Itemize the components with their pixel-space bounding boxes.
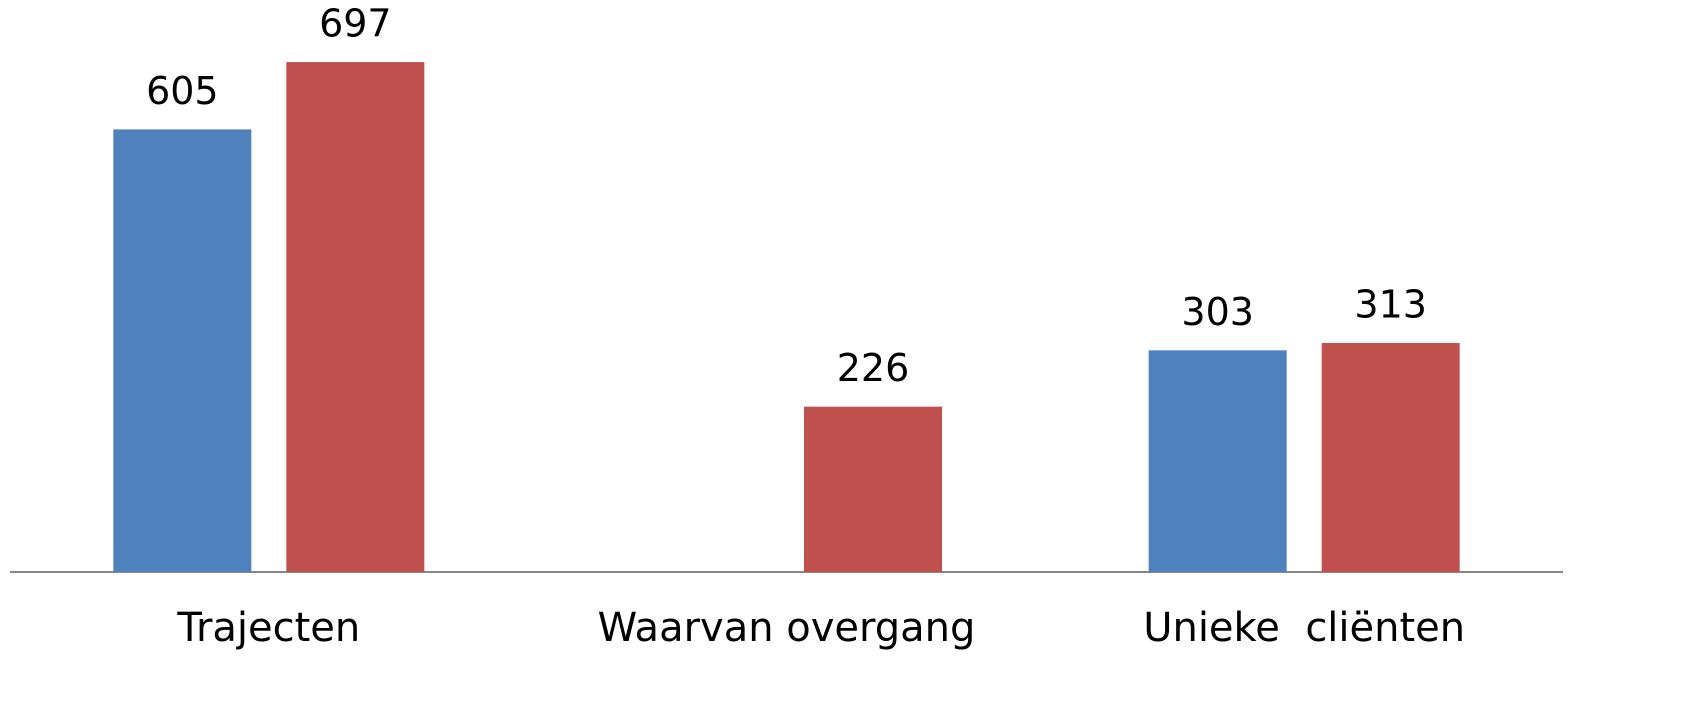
value-label: 226 xyxy=(837,346,910,390)
bar xyxy=(804,406,942,572)
x-tick-label: Unieke cliënten xyxy=(1143,605,1465,651)
value-label: 697 xyxy=(319,2,392,46)
value-label: 313 xyxy=(1354,283,1427,327)
bar xyxy=(1321,343,1460,572)
x-tick-label: Trajecten xyxy=(176,605,360,651)
bar xyxy=(113,129,252,573)
bar xyxy=(286,62,425,572)
value-label: 605 xyxy=(146,69,219,113)
value-label: 303 xyxy=(1181,290,1254,334)
bar xyxy=(1148,350,1287,572)
x-tick-label: Waarvan overgang xyxy=(598,605,976,651)
